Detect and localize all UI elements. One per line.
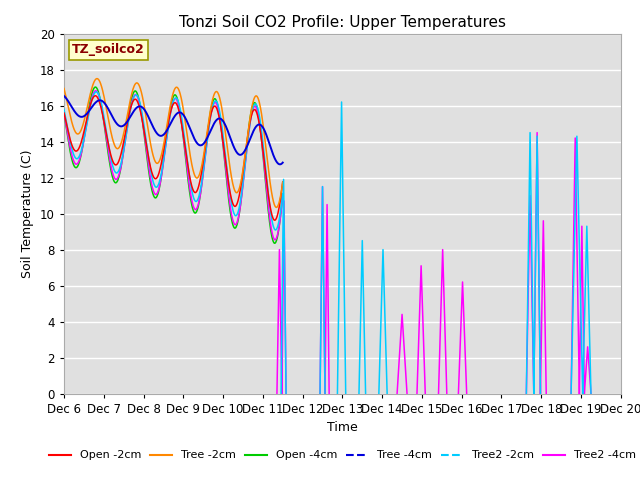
Title: Tonzi Soil CO2 Profile: Upper Temperatures: Tonzi Soil CO2 Profile: Upper Temperatur… bbox=[179, 15, 506, 30]
X-axis label: Time: Time bbox=[327, 421, 358, 434]
Legend: Open -2cm, Tree -2cm, Open -4cm, Tree -4cm, Tree2 -2cm, Tree2 -4cm: Open -2cm, Tree -2cm, Open -4cm, Tree -4… bbox=[44, 446, 640, 465]
Text: TZ_soilco2: TZ_soilco2 bbox=[72, 43, 145, 56]
Y-axis label: Soil Temperature (C): Soil Temperature (C) bbox=[21, 149, 35, 278]
